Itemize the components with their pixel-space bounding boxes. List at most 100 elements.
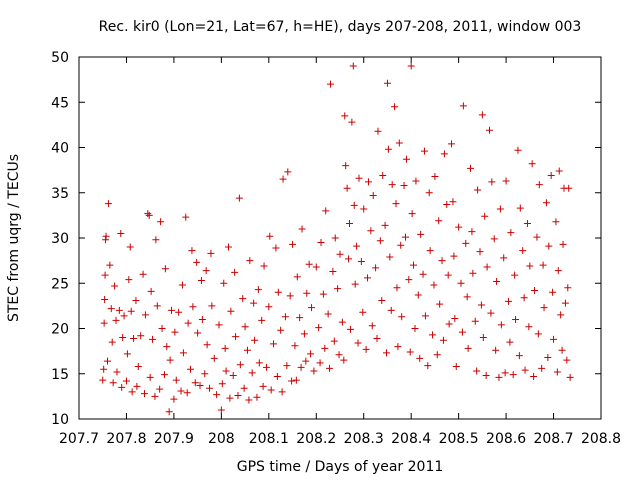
data-point [312,263,320,271]
y-tick-label: 20 [51,322,69,338]
data-point [459,102,467,110]
data-point [345,255,353,263]
data-point [411,325,419,332]
data-point [218,380,226,388]
data-point [464,344,472,352]
data-point [419,270,427,278]
data-point [316,359,324,367]
data-point [488,178,496,186]
data-point [100,319,108,327]
data-point [359,308,367,316]
x-tick-label: 208.6 [486,431,526,447]
data-point [474,186,482,194]
data-point [100,365,108,373]
data-point [357,258,365,266]
data-point [561,299,569,307]
data-point [355,174,363,182]
data-point [197,277,205,285]
data-point [300,330,308,338]
x-axis-label: GPS time / Days of year 2011 [237,459,444,475]
data-point [157,218,165,226]
data-point [467,164,474,172]
x-tick-label: 208.1 [249,431,289,447]
data-point [322,207,330,215]
data-point [354,339,362,347]
data-point [229,372,237,380]
data-point [534,330,542,338]
data-point [274,288,282,296]
data-point [473,367,481,375]
data-point [525,323,533,331]
data-point [99,376,107,384]
data-point [547,172,555,180]
data-point [552,218,560,226]
data-point [146,373,154,381]
chart-title: Rec. kir0 (Lon=21, Lat=67, h=HE), days 2… [99,19,582,35]
data-point [376,237,384,245]
y-tick-label: 15 [51,367,69,383]
data-point [226,394,234,402]
data-point [362,345,370,353]
data-point [331,234,339,242]
data-point [368,322,376,330]
data-point [549,288,557,296]
data-point [483,263,491,271]
data-point [166,356,174,364]
y-tick-label: 45 [51,95,69,111]
data-point [421,312,429,320]
data-point [558,346,566,354]
data-point [400,182,408,190]
data-points [99,62,574,416]
data-point [554,267,562,275]
data-point [343,184,351,192]
data-point [383,79,391,87]
data-point [259,382,267,390]
data-point [191,379,199,387]
data-point [391,103,399,111]
x-tick-label: 208.2 [296,431,336,447]
data-point [175,308,183,316]
data-point [521,366,529,374]
data-point [202,267,210,275]
data-point [520,294,528,302]
data-point [127,307,135,315]
data-point [414,291,422,299]
data-point [266,232,274,240]
data-point [533,233,541,241]
data-point [445,320,453,328]
data-point [439,336,447,344]
data-point [341,112,349,120]
data-point [245,396,253,404]
data-point [330,337,338,345]
data-point [557,311,565,319]
data-point [291,342,299,350]
data-point [163,343,171,351]
x-tick-label: 208 [208,431,235,447]
data-point [545,242,553,250]
data-point [360,205,368,213]
data-point [346,325,354,333]
data-point [144,210,152,218]
data-point [402,155,410,163]
data-point [123,350,131,358]
data-point [438,257,446,265]
data-point [296,314,304,322]
data-point [487,309,495,317]
data-point [426,247,434,255]
data-point [262,363,270,371]
data-point [193,258,201,266]
data-point [334,285,342,293]
data-point [511,271,519,279]
data-point [132,296,140,304]
data-point [307,350,315,358]
data-point [283,362,291,370]
data-point [479,334,487,342]
data-point [348,118,356,126]
data-point [559,240,567,248]
data-point [449,198,457,206]
data-point [222,367,230,375]
data-point [156,385,164,393]
data-point [196,382,204,390]
data-point [542,199,550,207]
